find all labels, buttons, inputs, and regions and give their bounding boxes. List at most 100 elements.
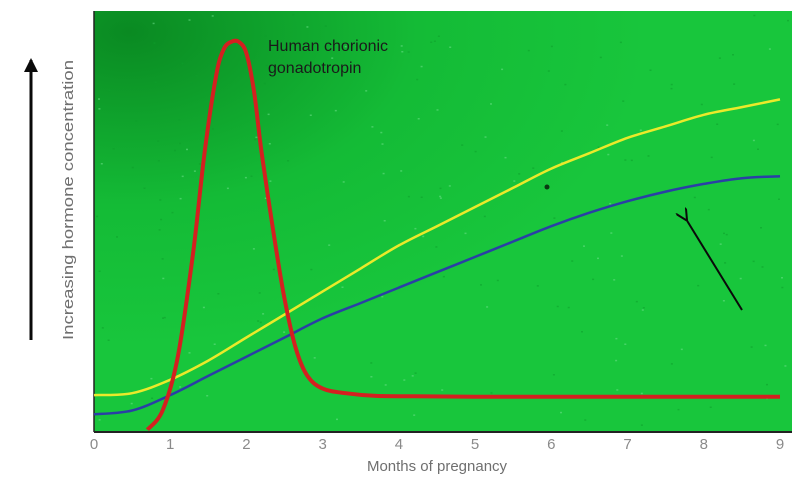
texture-speck — [324, 25, 327, 27]
texture-speck — [550, 45, 553, 48]
texture-speck — [309, 114, 312, 116]
texture-speck — [787, 19, 789, 22]
texture-speck — [160, 218, 163, 221]
texture-speck — [597, 257, 599, 260]
texture-speck — [430, 41, 433, 43]
texture-speck — [331, 57, 334, 59]
texture-speck — [504, 156, 507, 159]
texture-speck — [760, 227, 762, 229]
texture-speck — [188, 352, 191, 354]
texture-speck — [400, 45, 403, 47]
texture-speck — [490, 103, 492, 105]
texture-speck — [218, 43, 221, 45]
texture-speck — [607, 153, 610, 156]
texture-speck — [258, 292, 261, 294]
texture-speck — [195, 74, 198, 77]
texture-speck — [257, 320, 260, 322]
texture-speck — [642, 307, 645, 309]
texture-speck — [313, 357, 316, 359]
texture-speck — [437, 35, 440, 37]
texture-speck — [155, 101, 158, 103]
texture-speck — [441, 389, 444, 391]
texture-speck — [292, 14, 295, 16]
texture-speck — [381, 295, 384, 298]
texture-speck — [677, 408, 680, 411]
x-tick-label: 2 — [242, 436, 250, 453]
texture-speck — [413, 414, 416, 416]
texture-speck — [613, 279, 616, 281]
texture-speck — [750, 346, 753, 348]
texture-speck — [250, 175, 253, 177]
texture-speck — [371, 126, 374, 128]
texture-speck — [263, 82, 266, 85]
texture-speck — [193, 170, 196, 172]
texture-speck — [532, 167, 535, 169]
texture-speck — [609, 202, 612, 205]
texture-speck — [262, 313, 265, 315]
texture-speck — [116, 236, 118, 238]
x-tick-label: 1 — [166, 436, 174, 453]
texture-speck — [484, 136, 487, 138]
series-line-yellow-hormone — [93, 98, 781, 397]
texture-speck — [757, 148, 759, 150]
plot-texture — [96, 14, 789, 426]
texture-speck — [561, 161, 563, 164]
texture-speck — [567, 306, 570, 309]
texture-speck — [370, 362, 373, 364]
texture-speck — [615, 359, 618, 362]
texture-speck — [153, 42, 156, 44]
texture-speck — [752, 139, 755, 142]
texture-speck — [439, 187, 442, 190]
texture-speck — [341, 286, 344, 288]
texture-speck — [179, 197, 182, 200]
texture-speck — [382, 172, 385, 175]
texture-speck — [254, 138, 257, 141]
texture-speck — [130, 402, 133, 405]
texture-speck — [162, 277, 165, 280]
texture-speck — [732, 54, 734, 56]
texture-speck — [100, 163, 103, 165]
texture-speck — [610, 232, 613, 234]
texture-speck — [630, 159, 633, 162]
texture-speck — [411, 375, 414, 377]
texture-speck — [616, 389, 619, 391]
texture-speck — [407, 51, 410, 53]
texture-speck — [753, 14, 756, 17]
texture-speck — [670, 363, 673, 365]
texture-speck — [553, 217, 556, 219]
texture-speck — [439, 197, 442, 199]
texture-speck — [151, 397, 154, 399]
texture-speck — [709, 406, 712, 408]
texture-speck — [158, 229, 161, 231]
texture-speck — [107, 339, 110, 341]
x-tick-label: 5 — [471, 436, 479, 453]
texture-speck — [490, 392, 493, 394]
texture-speck — [157, 160, 160, 162]
texture-speck — [96, 215, 99, 218]
speck-dot — [544, 184, 550, 190]
texture-speck — [152, 22, 155, 25]
texture-speck — [619, 41, 622, 44]
texture-speck — [486, 306, 489, 308]
texture-speck — [622, 100, 625, 102]
texture-speck — [264, 197, 267, 199]
texture-speck — [342, 181, 345, 183]
texture-speck — [181, 175, 184, 178]
texture-speck — [581, 331, 583, 333]
texture-speck — [624, 159, 627, 161]
x-tick-label: 7 — [623, 436, 631, 453]
texture-speck — [181, 62, 184, 65]
texture-speck — [592, 278, 595, 281]
texture-speck — [620, 255, 623, 257]
x-tick-label: 0 — [90, 436, 98, 453]
texture-speck — [641, 309, 644, 311]
texture-speck — [496, 279, 499, 282]
texture-speck — [436, 109, 439, 111]
texture-speck — [370, 376, 373, 378]
texture-speck — [624, 343, 627, 345]
texture-speck — [401, 51, 404, 53]
texture-speck — [186, 148, 188, 151]
texture-speck — [206, 395, 209, 397]
texture-speck — [306, 26, 309, 28]
texture-speck — [480, 284, 482, 286]
